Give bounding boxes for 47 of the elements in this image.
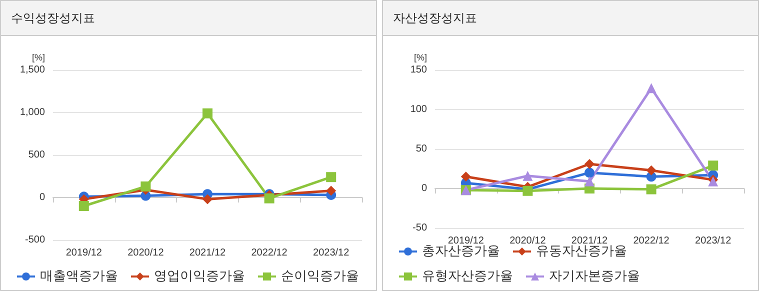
y-tick-label: 50 xyxy=(416,144,428,154)
chart-title: 자산성장성지표 xyxy=(383,1,758,36)
point xyxy=(264,193,274,204)
point xyxy=(140,181,151,192)
x-tick-label: 2019/12 xyxy=(448,236,484,246)
point xyxy=(202,108,212,118)
point xyxy=(646,184,656,194)
legend-label: 자기자본증가율 xyxy=(549,269,640,284)
point xyxy=(522,170,533,181)
point xyxy=(584,176,594,186)
y-axis-title: [%] xyxy=(32,52,45,62)
y-tick-label: -50 xyxy=(412,222,428,234)
legend-label: 총자산증가율 xyxy=(422,244,500,259)
x-tick-label: 2022/12 xyxy=(633,236,670,246)
y-axis-title: [%] xyxy=(414,52,427,62)
legend-label: 유동자산증가율 xyxy=(536,244,627,259)
x-tick-label: 2023/12 xyxy=(695,236,732,246)
point xyxy=(584,159,594,170)
point xyxy=(460,172,471,182)
y-tick-label: 0 xyxy=(421,183,428,194)
x-tick-label: 2021/12 xyxy=(571,236,608,246)
legend-label: 순이익증가율 xyxy=(281,269,359,284)
point xyxy=(646,83,656,94)
point xyxy=(326,186,336,196)
point xyxy=(78,201,89,211)
y-tick-label: 0 xyxy=(39,192,46,203)
y-tick-label: 500 xyxy=(28,150,46,160)
y-tick-label: -500 xyxy=(24,234,46,246)
x-tick-label: 2023/12 xyxy=(313,248,350,258)
y-tick-label: 150 xyxy=(410,64,428,76)
point xyxy=(202,194,212,204)
point xyxy=(584,168,594,178)
x-tick-label: 2020/12 xyxy=(128,248,164,258)
point xyxy=(708,160,718,171)
y-tick-label: 1,000 xyxy=(20,107,46,118)
x-tick-label: 2021/12 xyxy=(189,248,226,258)
point xyxy=(646,165,656,176)
legend-label: 매출액증가율 xyxy=(40,269,118,284)
y-tick-label: 100 xyxy=(410,104,428,115)
x-tick-label: 2020/12 xyxy=(510,236,546,246)
y-tick-label: 1,500 xyxy=(20,64,46,76)
x-tick-label: 2019/12 xyxy=(66,248,102,258)
x-tick-label: 2022/12 xyxy=(251,248,288,258)
point xyxy=(326,172,336,182)
legend-label: 유형자산증가율 xyxy=(422,269,513,284)
legend-label: 영업이익증가율 xyxy=(154,269,245,284)
chart-title: 수익성장성지표 xyxy=(1,1,376,36)
